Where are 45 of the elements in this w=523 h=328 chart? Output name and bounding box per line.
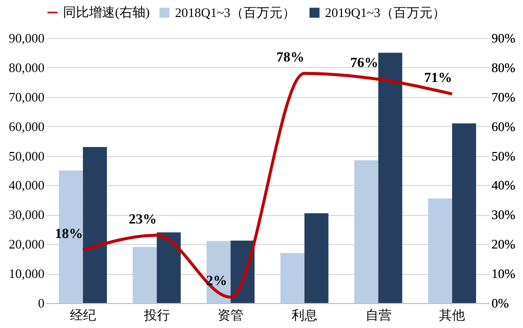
bar	[378, 52, 402, 303]
x-tick-label: 经纪	[70, 308, 96, 322]
data-label: 23%	[128, 212, 157, 228]
bar	[354, 160, 378, 303]
y2-tick-label: 10%	[492, 266, 516, 282]
bar	[280, 252, 304, 303]
legend-label: 2019Q1~3（百万元）	[325, 4, 446, 20]
y-tick-label: 40,000	[8, 178, 44, 193]
bar	[304, 213, 328, 303]
y2-tick-label: 30%	[492, 207, 516, 222]
legend-label: 2018Q1~3（百万元）	[175, 4, 296, 20]
y2-tick-label: 80%	[492, 60, 516, 75]
line-series	[81, 72, 454, 299]
bar	[156, 232, 181, 303]
y-tick-label: 20,000	[8, 236, 44, 252]
bar	[82, 146, 107, 303]
x-tick-label: 资管	[218, 308, 244, 322]
y-tick-label: 60,000	[8, 118, 44, 134]
y2-tick-label: 60%	[492, 118, 516, 134]
x-tick-label: 利息	[291, 308, 318, 322]
data-label: 78%	[276, 50, 304, 66]
y2-tick-label: 90%	[492, 30, 516, 46]
y-tick-label: 70,000	[8, 89, 44, 104]
data-label: 2%	[206, 274, 228, 290]
data-label: 71%	[424, 70, 452, 86]
x-tick-label: 其他	[439, 308, 466, 322]
data-label: 18%	[54, 227, 83, 242]
x-tick-label: 自营	[365, 308, 392, 322]
data-label: 76%	[350, 56, 378, 72]
y-tick-label: 10,000	[8, 266, 44, 282]
y2-tick-label: 40%	[492, 178, 516, 193]
y-tick-label: 30,000	[8, 207, 44, 222]
y2-tick-label: 0%	[492, 296, 509, 310]
y2-tick-label: 70%	[492, 89, 516, 104]
bar	[132, 247, 157, 303]
bar	[452, 123, 476, 303]
y-tick-label: 50,000	[8, 148, 44, 164]
y-tick-label: 90,000	[8, 30, 44, 46]
x-tick-label: 投行	[142, 308, 170, 322]
y-tick-label: 0	[38, 296, 44, 310]
y2-tick-label: 50%	[492, 148, 516, 164]
legend-label: 同比增速(右轴)	[63, 4, 150, 20]
y-tick-label: 80,000	[8, 60, 44, 75]
y2-tick-label: 20%	[492, 236, 516, 252]
bar	[428, 198, 452, 303]
